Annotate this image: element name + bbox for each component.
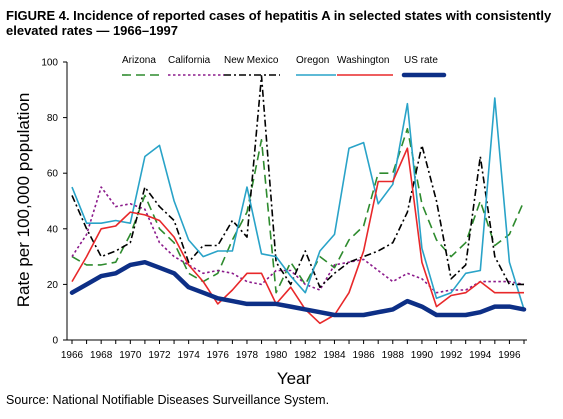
y-tick-label: 0 — [52, 336, 58, 347]
legend-label: Washington — [337, 55, 389, 66]
figure-title: FIGURE 4. Incidence of reported cases of… — [6, 8, 552, 38]
legend-label: New Mexico — [224, 55, 279, 66]
series-line-new-mexico — [71, 75, 524, 289]
x-tick-label: 1978 — [236, 350, 259, 361]
x-tick-label: 1984 — [323, 350, 346, 361]
legend: Arizona California New Mexico Oregon Washing… — [122, 55, 447, 78]
y-tick-label: 100 — [41, 58, 58, 69]
series-line-oregon — [71, 97, 525, 310]
x-tick-label: 1982 — [294, 350, 317, 361]
x-axis-label: Year — [277, 369, 312, 388]
x-tick-label: 1986 — [352, 350, 375, 361]
series-line-california — [71, 186, 525, 294]
x-tick-label: 1972 — [148, 350, 171, 361]
y-tick-label: 20 — [47, 280, 59, 291]
y-axis-label: Rate per 100,000 population — [14, 93, 33, 308]
x-tick-label: 1988 — [382, 350, 405, 361]
y-tick-label: 40 — [47, 224, 59, 235]
series-line-arizona — [71, 127, 525, 294]
x-tick-label: 1968 — [90, 350, 113, 361]
legend-label: California — [168, 55, 211, 66]
series-line-us-rate — [69, 259, 527, 318]
x-tick-label: 1992 — [440, 350, 463, 361]
x-tick-label: 1966 — [61, 350, 84, 361]
x-tick-label: 1996 — [498, 350, 521, 361]
x-tick-label: 1976 — [207, 350, 230, 361]
chart-axes: 0 20 40 60 80 100 1966 1968 1970 1972 1974 1976 1978… — [41, 58, 527, 361]
source-note: Source: National Notifiable Diseases Sur… — [6, 393, 330, 407]
x-tick-label: 1974 — [178, 350, 201, 361]
series-layer — [69, 75, 527, 325]
x-tick-label: 1970 — [119, 350, 142, 361]
legend-label: Arizona — [122, 55, 156, 66]
y-tick-label: 60 — [47, 169, 59, 180]
series-line-washington — [71, 147, 524, 325]
x-tick-label: 1990 — [411, 350, 434, 361]
legend-label: US rate — [404, 55, 438, 66]
x-tick-label: 1980 — [265, 350, 288, 361]
x-tick-label: 1994 — [469, 350, 492, 361]
y-tick-label: 80 — [47, 113, 59, 124]
legend-label: Oregon — [296, 55, 329, 66]
